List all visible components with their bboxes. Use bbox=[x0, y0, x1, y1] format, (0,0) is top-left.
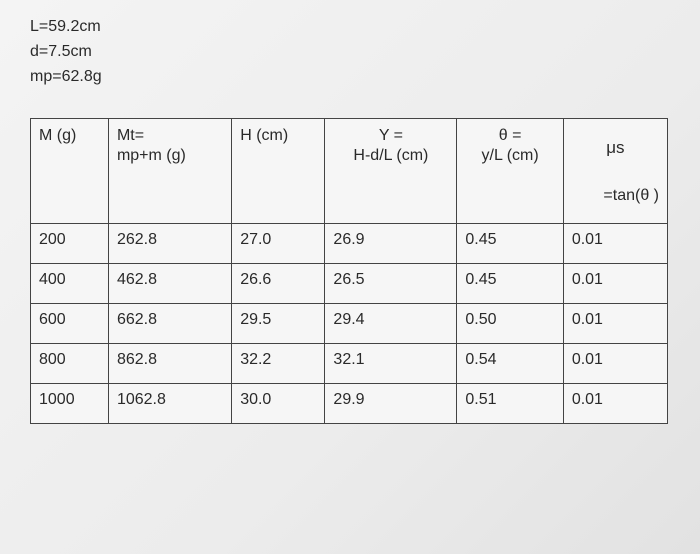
column-header: μs =tan(θ ) bbox=[562, 118, 669, 224]
cell: 0.01 bbox=[562, 343, 669, 384]
cell: 0.51 bbox=[456, 383, 564, 424]
header-row: M (g) Mt= mp+m (g) H (cm) Y = H-d/L (cm) θ = y/… bbox=[30, 118, 669, 224]
parameter-line: mp=62.8g bbox=[30, 68, 102, 85]
cell: 29.9 bbox=[324, 383, 458, 424]
column-header: Y = H-d/L (cm) bbox=[324, 118, 458, 224]
data-row: 800 862.8 32.2 32.1 0.54 0.01 bbox=[30, 343, 669, 384]
header-line: mp+m (g) bbox=[116, 147, 186, 164]
cell: 0.45 bbox=[456, 263, 564, 304]
cell: 400 bbox=[30, 263, 109, 304]
header-line: H-d/L (cm) bbox=[353, 147, 429, 164]
data-row: 1000 1062.8 30.0 29.9 0.51 0.01 bbox=[30, 383, 669, 424]
header-line: H (cm) bbox=[240, 127, 289, 144]
header-line: θ = bbox=[498, 127, 522, 144]
header-line: =tan(θ ) bbox=[603, 187, 659, 204]
cell: 0.01 bbox=[562, 223, 669, 264]
cell: 0.54 bbox=[456, 343, 564, 384]
data-row: 600 662.8 29.5 29.4 0.50 0.01 bbox=[30, 303, 669, 344]
parameter-line: d=7.5cm bbox=[30, 43, 92, 60]
column-header: H (cm) bbox=[231, 118, 326, 224]
cell: 26.6 bbox=[231, 263, 326, 304]
cell: 1000 bbox=[30, 383, 109, 424]
cell: 200 bbox=[30, 223, 109, 264]
header-line: y/L (cm) bbox=[481, 147, 539, 164]
cell: 1062.8 bbox=[107, 383, 233, 424]
cell: 862.8 bbox=[107, 343, 233, 384]
cell: 262.8 bbox=[107, 223, 233, 264]
header-line: μs bbox=[606, 138, 625, 157]
cell: 30.0 bbox=[231, 383, 326, 424]
cell: 27.0 bbox=[231, 223, 326, 264]
data-table: M (g) Mt= mp+m (g) H (cm) Y = H-d/L (cm) θ = y/… bbox=[30, 118, 669, 424]
cell: 29.4 bbox=[324, 303, 458, 344]
cell: 800 bbox=[30, 343, 109, 384]
parameters: L=59.2cm d=7.5cm mp=62.8g bbox=[30, 14, 102, 89]
cell: 29.5 bbox=[231, 303, 326, 344]
header-line: M (g) bbox=[39, 127, 77, 144]
column-header: θ = y/L (cm) bbox=[456, 118, 564, 224]
column-header: Mt= mp+m (g) bbox=[107, 118, 233, 224]
cell: 0.01 bbox=[562, 303, 669, 344]
cell: 0.01 bbox=[562, 383, 669, 424]
cell: 462.8 bbox=[107, 263, 233, 304]
cell: 26.9 bbox=[324, 223, 458, 264]
header-line: Mt= bbox=[116, 127, 145, 144]
cell: 0.01 bbox=[562, 263, 669, 304]
cell: 0.45 bbox=[456, 223, 564, 264]
cell: 600 bbox=[30, 303, 109, 344]
cell: 32.2 bbox=[231, 343, 326, 384]
cell: 662.8 bbox=[107, 303, 233, 344]
data-row: 200 262.8 27.0 26.9 0.45 0.01 bbox=[30, 223, 669, 264]
column-header: M (g) bbox=[30, 118, 109, 224]
cell: 0.50 bbox=[456, 303, 564, 344]
parameter-line: L=59.2cm bbox=[30, 18, 101, 35]
header-line: Y = bbox=[378, 127, 403, 144]
cell: 26.5 bbox=[324, 263, 458, 304]
cell: 32.1 bbox=[324, 343, 458, 384]
data-row: 400 462.8 26.6 26.5 0.45 0.01 bbox=[30, 263, 669, 304]
